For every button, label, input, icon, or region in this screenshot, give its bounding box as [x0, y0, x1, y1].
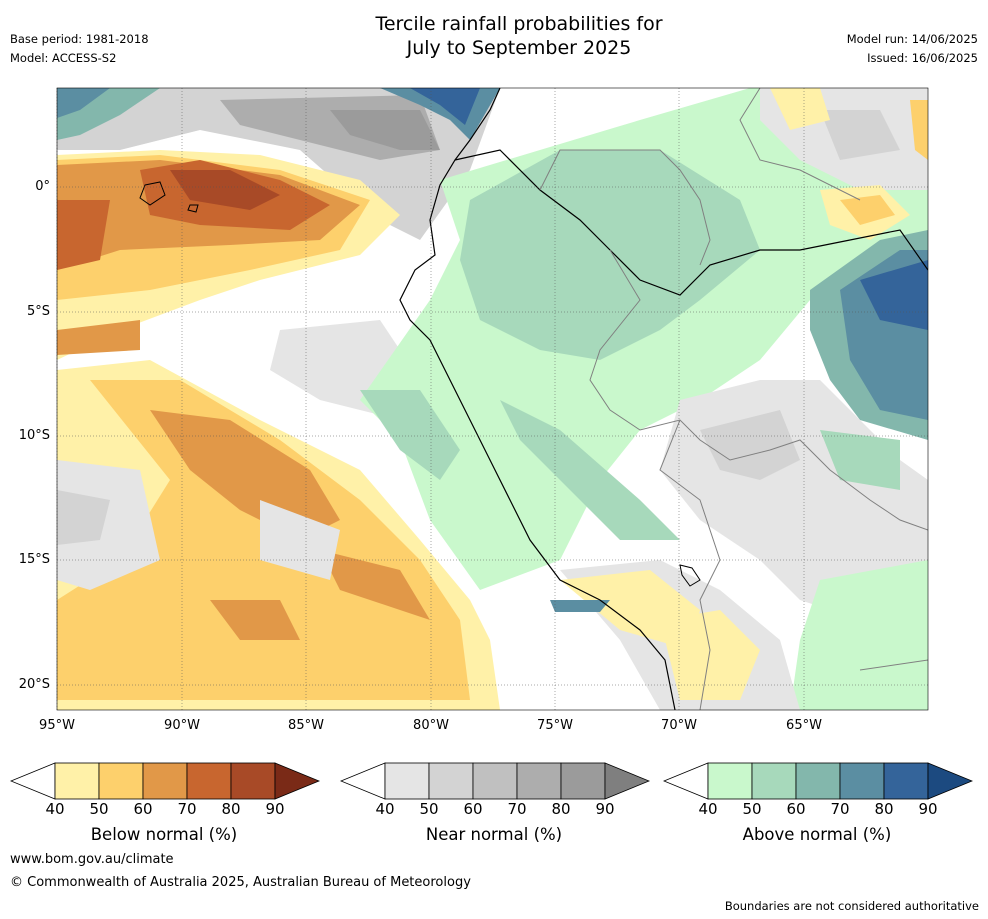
colorbar-tick-label: 40 — [45, 800, 65, 818]
colorbar-tick-label: 70 — [177, 800, 197, 818]
lon-label: 90°W — [164, 718, 200, 733]
colorbar-min-extend — [340, 762, 386, 800]
lat-label: 10°S — [18, 428, 50, 443]
lat-label: 5°S — [26, 304, 50, 319]
colorbar-segment — [560, 762, 606, 800]
colorbar-tick-label: 50 — [742, 800, 762, 818]
colorbar-segment — [384, 762, 430, 800]
colorbar-tick-label: 70 — [830, 800, 850, 818]
colorbar-tick-label: 90 — [918, 800, 938, 818]
colorbar-tick-label: 90 — [265, 800, 285, 818]
colorbar-title: Above normal (%) — [742, 825, 892, 844]
colorbar-tick-label: 80 — [874, 800, 894, 818]
lat-label: 20°S — [18, 677, 50, 692]
colorbar-segment — [472, 762, 518, 800]
website-link[interactable]: www.bom.gov.au/climate — [10, 852, 174, 867]
colorbar-segment — [707, 762, 753, 800]
meta-left: Base period: 1981-2018 Model: ACCESS-S2 — [10, 30, 149, 68]
colorbar-tick-label: 80 — [221, 800, 241, 818]
colorbar-segment — [839, 762, 885, 800]
map-frame — [56, 87, 929, 711]
title-line-2: July to September 2025 — [406, 37, 632, 59]
colorbar-segment — [54, 762, 100, 800]
colorbar-segment — [795, 762, 841, 800]
model-run: Model run: 14/06/2025 — [846, 32, 978, 46]
colorbar-tick-label: 50 — [89, 800, 109, 818]
meta-right: Model run: 14/06/2025 Issued: 16/06/2025 — [847, 30, 978, 68]
lon-label: 70°W — [661, 718, 697, 733]
colorbar-segment — [883, 762, 929, 800]
colorbar-tick-label: 60 — [463, 800, 483, 818]
colorbar-3 — [663, 762, 973, 800]
colorbar-segment — [428, 762, 474, 800]
colorbar-segment — [98, 762, 144, 800]
colorbar-tick-label: 70 — [507, 800, 527, 818]
colorbar-min-extend — [663, 762, 709, 800]
model-name: Model: ACCESS-S2 — [10, 51, 117, 65]
title-line-1: Tercile rainfall probabilities for — [375, 13, 663, 35]
map-gridlines — [56, 88, 928, 710]
colorbar-2 — [340, 762, 650, 800]
colorbar-min-extend — [10, 762, 56, 800]
lat-label: 0° — [35, 179, 50, 194]
colorbar-segment — [516, 762, 562, 800]
colorbar-tick-label: 90 — [595, 800, 615, 818]
colorbar-title: Below normal (%) — [90, 825, 238, 844]
lon-label: 85°W — [288, 718, 324, 733]
disclaimer-text: Boundaries are not considered authoritat… — [724, 899, 979, 913]
map-title: Tercile rainfall probabilities for July … — [0, 12, 988, 60]
lon-label: 80°W — [413, 718, 449, 733]
colorbar-tick-label: 60 — [133, 800, 153, 818]
colorbar-segment — [186, 762, 232, 800]
colorbar-tick-label: 80 — [551, 800, 571, 818]
colorbar-tick-label: 40 — [698, 800, 718, 818]
colorbar-segment — [230, 762, 276, 800]
colorbar-1 — [10, 762, 320, 800]
colorbar-max-extend — [274, 762, 320, 800]
colorbar-tick-label: 40 — [375, 800, 395, 818]
base-period: Base period: 1981-2018 — [10, 32, 149, 46]
lon-label: 75°W — [537, 718, 573, 733]
colorbar-segment — [751, 762, 797, 800]
lon-label: 65°W — [786, 718, 822, 733]
copyright-text: © Commonwealth of Australia 2025, Austra… — [10, 875, 471, 890]
lon-label: 95°W — [39, 718, 75, 733]
colorbar-tick-label: 50 — [419, 800, 439, 818]
colorbar-title: Near normal (%) — [425, 825, 563, 844]
colorbar-segment — [142, 762, 188, 800]
lat-label: 15°S — [18, 552, 50, 567]
colorbar-max-extend — [604, 762, 650, 800]
map-field — [57, 88, 928, 710]
colorbar-tick-label: 60 — [786, 800, 806, 818]
colorbar-max-extend — [927, 762, 973, 800]
issued-date: Issued: 16/06/2025 — [867, 51, 978, 65]
